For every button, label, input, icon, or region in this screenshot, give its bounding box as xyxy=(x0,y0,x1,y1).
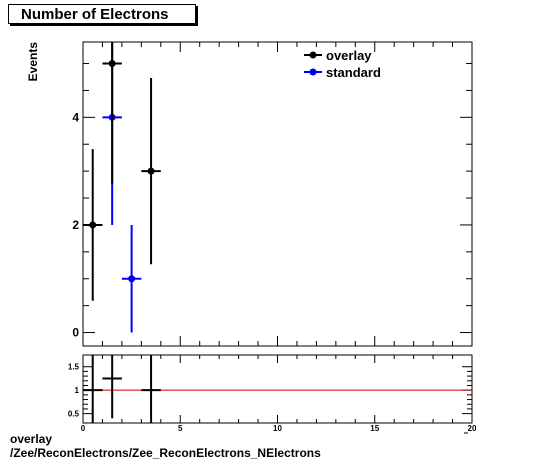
ratio-x-tick-label: 20 xyxy=(468,424,477,433)
y-tick-label: 4 xyxy=(72,110,79,124)
ratio-plot-frame xyxy=(82,354,473,424)
ratio-x-tick-label: 10 xyxy=(273,424,282,433)
overlay-point xyxy=(108,60,116,68)
legend-marker-overlay xyxy=(309,51,317,59)
ratio-y-tick-label: 1 xyxy=(75,386,80,395)
legend-label-standard: standard xyxy=(326,65,381,80)
footer-path: /Zee/ReconElectrons/Zee_ReconElectrons_N… xyxy=(10,446,321,460)
overlay-point xyxy=(147,167,155,175)
legend-label-overlay: overlay xyxy=(326,48,372,63)
legend-marker-standard xyxy=(309,68,317,76)
y-tick-label: 0 xyxy=(72,326,79,340)
chart-title: Number of Electrons xyxy=(8,4,196,24)
ratio-x-tick-label: 0 xyxy=(81,424,86,433)
ratio-y-tick-label: 1.5 xyxy=(68,363,80,372)
standard-point xyxy=(128,275,136,283)
footer-label: overlay xyxy=(10,432,53,446)
y-tick-label: 2 xyxy=(72,218,79,232)
main-plot-frame xyxy=(82,41,473,347)
overlay-point xyxy=(89,221,97,229)
y-axis-label: Events xyxy=(26,42,40,82)
ratio-y-tick-label: 0.5 xyxy=(68,410,80,419)
ratio-x-tick-label: 5 xyxy=(178,424,183,433)
ratio-x-tick-label: 15 xyxy=(370,424,379,433)
